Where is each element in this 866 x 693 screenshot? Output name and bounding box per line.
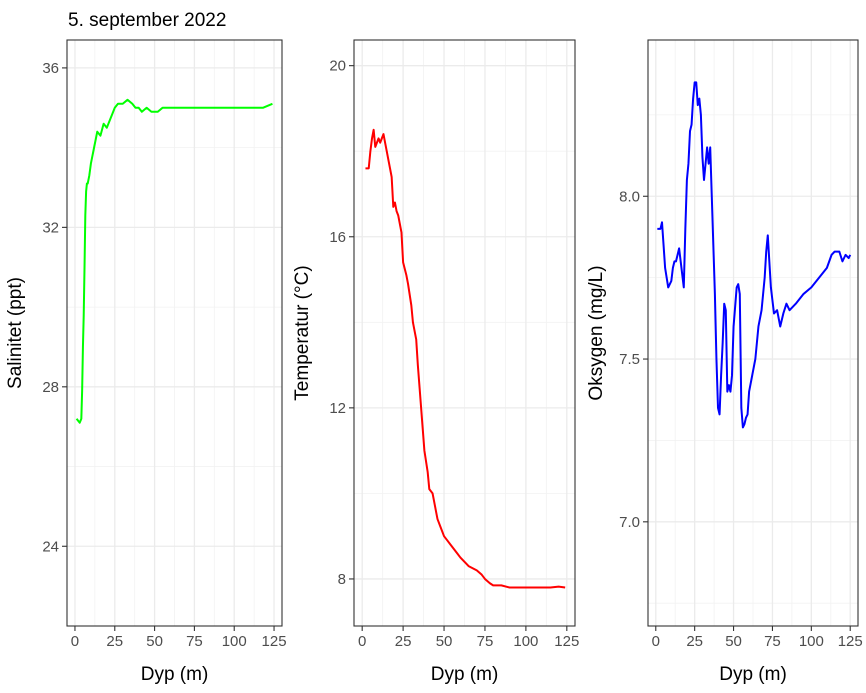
figure-title: 5. september 2022 — [68, 10, 226, 31]
x-tick-label: 75 — [477, 633, 494, 650]
y-tick-label: 7.0 — [619, 514, 640, 531]
y-tick-label: 20 — [329, 58, 346, 75]
x-tick-label: 25 — [395, 633, 412, 650]
y-tick-label: 16 — [329, 229, 346, 246]
series-line — [365, 128, 566, 589]
panel-border — [647, 39, 859, 627]
x-tick-label: 100 — [222, 633, 247, 650]
x-tick-label: 125 — [554, 633, 579, 650]
y-tick-label: 7.5 — [619, 351, 640, 368]
x-tick-label: 125 — [262, 633, 287, 650]
x-tick-label: 0 — [71, 633, 79, 650]
series-line — [657, 81, 852, 429]
x-tick-label: 50 — [725, 633, 742, 650]
x-tick-label: 50 — [146, 633, 163, 650]
x-tick-label: 0 — [358, 633, 366, 650]
y-tick-label: 32 — [42, 219, 59, 236]
y-axis-label: Oksygen (mg/L) — [586, 265, 607, 400]
x-tick-label: 50 — [436, 633, 453, 650]
x-tick-label: 0 — [652, 633, 660, 650]
x-tick-label: 75 — [186, 633, 203, 650]
x-tick-label: 75 — [764, 633, 781, 650]
x-tick-label: 25 — [106, 633, 123, 650]
y-tick-label: 8.0 — [619, 188, 640, 205]
x-axis-label: Dyp (m) — [719, 664, 787, 685]
panel-border — [353, 39, 576, 627]
y-tick-label: 24 — [42, 538, 59, 555]
x-tick-label: 125 — [838, 633, 863, 650]
x-tick-label: 100 — [799, 633, 824, 650]
y-tick-label: 8 — [338, 571, 346, 588]
y-tick-label: 28 — [42, 379, 59, 396]
y-axis-label: Temperatur (°C) — [292, 265, 313, 400]
panel-1: 0 25 50 75 100 125 24 28 32 36 Dyp (m) Salinitet (p… — [5, 39, 287, 685]
panel-border — [66, 39, 283, 627]
x-axis-label: Dyp (m) — [431, 664, 499, 685]
panel-2: 0 25 50 75 100 125 8 12 16 20 Dyp (m) Temperatur (°… — [292, 39, 579, 685]
x-tick-label: 100 — [513, 633, 538, 650]
x-axis-label: Dyp (m) — [141, 664, 209, 685]
y-tick-label: 36 — [42, 60, 59, 77]
y-axis-label: Salinitet (ppt) — [5, 277, 26, 389]
x-tick-label: 25 — [686, 633, 703, 650]
panel-3: 0 25 50 75 100 125 7.0 7.5 8.0 Dyp (m) Oksygen (mg… — [586, 39, 863, 685]
series-line — [75, 98, 273, 424]
y-tick-label: 12 — [329, 400, 346, 417]
